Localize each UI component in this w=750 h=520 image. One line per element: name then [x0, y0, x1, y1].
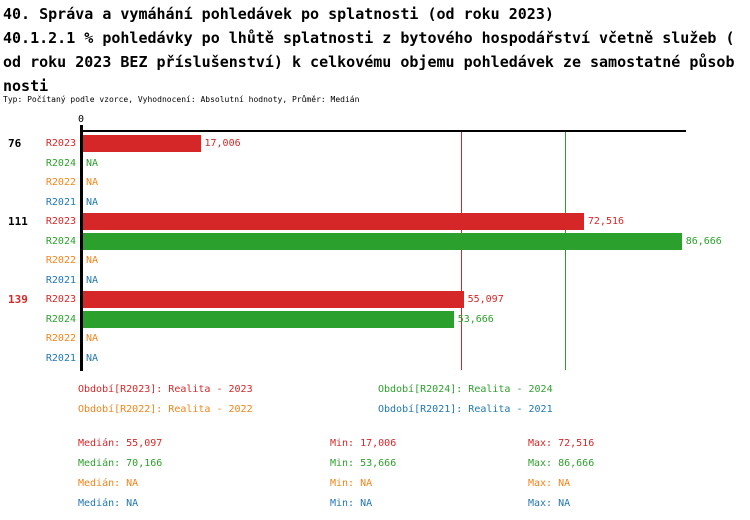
value-label-111-R2023: 72,516: [587, 216, 625, 228]
na-label-111-R2022: NA: [86, 255, 99, 267]
value-label-139-R2024: 53,666: [457, 313, 494, 325]
stat-max-row-3: Max: NA: [528, 498, 571, 509]
legend-item-1: Období[R2024]: Realita - 2024: [378, 384, 553, 395]
bar-111-R2023: [83, 213, 584, 231]
stat-min-row-1: Min: 53,666: [330, 458, 397, 469]
series-label-139-R2024: R2024: [45, 313, 76, 325]
series-label-111-R2021: R2021: [45, 274, 76, 286]
stat-min-row-2: Min: NA: [330, 478, 373, 489]
stat-max-row-1: Max: 86,666: [528, 458, 595, 469]
na-label-111-R2021: NA: [86, 274, 99, 286]
series-label-139-R2022: R2022: [45, 333, 76, 345]
reference-line-median-R2023: [460, 132, 463, 370]
legend-item-0: Období[R2023]: Realita - 2023: [78, 384, 253, 395]
stat-median-row-0: Medián: 55,097: [78, 438, 163, 449]
stat-median-row-2: Medián: NA: [78, 478, 139, 489]
na-label-76-R2024: NA: [86, 157, 99, 169]
series-label-139-R2021: R2021: [45, 352, 76, 364]
bar-111-R2024: [83, 232, 682, 250]
reference-line-median-R2024: [564, 132, 567, 370]
x-axis-line: [81, 130, 686, 132]
na-label-139-R2021: NA: [86, 352, 99, 364]
series-label-76-R2024: R2024: [45, 157, 76, 169]
bar-76-R2023: [83, 135, 201, 153]
series-label-139-R2023: R2023: [45, 294, 76, 306]
chart-subtitle: Typ: Počítaný podle vzorce, Vyhodnocení:…: [3, 95, 360, 104]
bar-139-R2024: [83, 310, 454, 328]
legend-item-3: Období[R2021]: Realita - 2021: [378, 404, 553, 415]
group-label-139: 139: [8, 292, 28, 306]
series-label-111-R2023: R2023: [45, 216, 76, 228]
value-label-76-R2023: 17,006: [204, 138, 241, 150]
series-label-111-R2024: R2024: [45, 235, 76, 247]
stat-min-row-3: Min: NA: [330, 498, 373, 509]
series-label-76-R2022: R2022: [45, 177, 76, 189]
series-label-76-R2023: R2023: [45, 138, 76, 150]
x-axis-zero-tick-label: 0: [77, 114, 85, 125]
stat-max-row-0: Max: 72,516: [528, 438, 595, 449]
bar-139-R2023: [83, 291, 464, 309]
chart-title-line-3: od roku 2023 BEZ příslušenství) k celkov…: [3, 53, 735, 71]
stat-median-row-3: Medián: NA: [78, 498, 139, 509]
na-label-139-R2022: NA: [86, 333, 99, 345]
series-label-111-R2022: R2022: [45, 255, 76, 267]
na-label-76-R2021: NA: [86, 196, 99, 208]
series-label-76-R2021: R2021: [45, 196, 76, 208]
chart-title-line-2: 40.1.2.1 % pohledávky po lhůtě splatnost…: [3, 29, 735, 47]
chart-title: 40. Správa a vymáhání pohledávek po spla…: [3, 2, 735, 98]
stat-min-row-0: Min: 17,006: [330, 438, 397, 449]
chart-title-line-1: 40. Správa a vymáhání pohledávek po spla…: [3, 5, 554, 23]
value-label-139-R2023: 55,097: [467, 294, 504, 306]
stat-max-row-2: Max: NA: [528, 478, 571, 489]
chart-title-line-4: nosti: [3, 77, 49, 95]
group-label-111: 111: [8, 214, 28, 228]
stat-median-row-1: Medián: 70,166: [78, 458, 163, 469]
na-label-76-R2022: NA: [86, 177, 99, 189]
group-label-76: 76: [8, 136, 22, 150]
y-axis-line: [80, 125, 83, 371]
legend-item-2: Období[R2022]: Realita - 2022: [78, 404, 253, 415]
value-label-111-R2024: 86,666: [685, 235, 722, 247]
